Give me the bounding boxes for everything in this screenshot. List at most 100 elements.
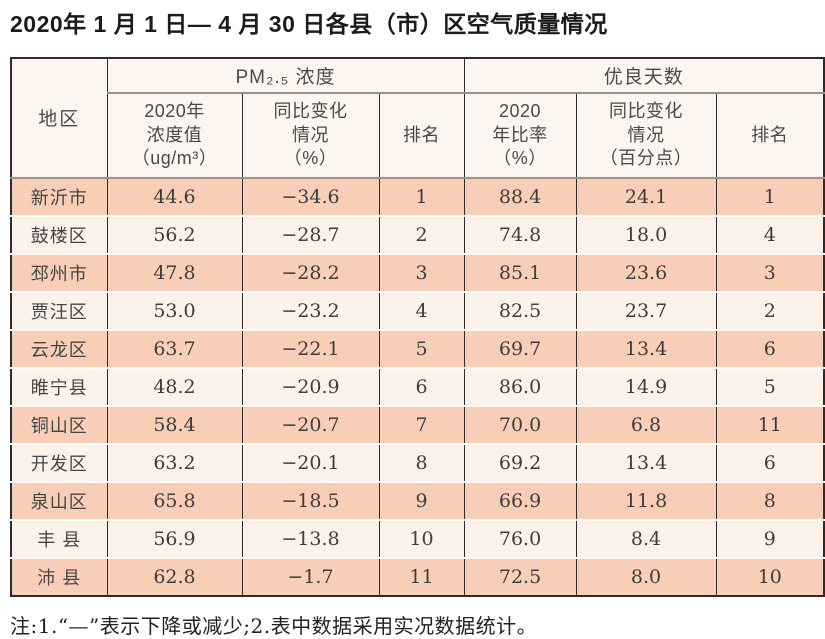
cell-region: 丰 县 [10,518,108,558]
header-good-rank: 排名 [715,92,825,179]
cell-pm25-rank: 8 [378,442,465,482]
cell-pm25-rank: 11 [378,556,465,596]
cell-good-rank: 6 [715,328,825,368]
cell-good-change: 18.0 [575,214,717,254]
table-row: 沛 县 62.8 −1.7 11 72.5 8.0 10 [10,556,825,596]
footnote: 注:1.“—”表示下降或减少;2.表中数据采用实况数据统计。 [10,613,538,638]
header-good-change: 同比变化 情况 （百分点） [575,92,717,179]
cell-good-change: 11.8 [575,480,717,520]
cell-pm25-change: −23.2 [241,290,380,330]
cell-good-rank: 9 [715,518,825,558]
header-pm25-group: PM₂.₅ 浓度 [106,57,465,94]
cell-good-rate: 70.0 [463,404,577,444]
header-group-row: 地区 PM₂.₅ 浓度 优良天数 [10,57,825,179]
cell-pm25-rank: 1 [378,177,465,216]
cell-pm25-change: −20.7 [241,404,380,444]
cell-good-rate: 69.2 [463,442,577,482]
cell-good-change: 14.9 [575,366,717,406]
cell-pm25-change: −34.6 [241,177,380,216]
table-row: 丰 县 56.9 −13.8 10 76.0 8.4 9 [10,518,825,558]
cell-region: 贾汪区 [10,290,108,330]
cell-good-rate: 88.4 [463,177,577,216]
cell-region: 开发区 [10,442,108,482]
cell-good-rate: 72.5 [463,556,577,596]
header-good-days-group: 优良天数 [463,57,825,94]
table-row: 贾汪区 53.0 −23.2 4 82.5 23.7 2 [10,290,825,330]
cell-pm25-change: −22.1 [241,328,380,368]
header-pm25-change: 同比变化 情况 （%） [241,92,380,179]
cell-good-rank: 5 [715,366,825,406]
cell-region: 铜山区 [10,404,108,444]
table-row: 睢宁县 48.2 −20.9 6 86.0 14.9 5 [10,366,825,406]
cell-good-rate: 82.5 [463,290,577,330]
cell-region: 泉山区 [10,480,108,520]
cell-good-rank: 2 [715,290,825,330]
cell-good-rank: 1 [715,177,825,216]
cell-pm25-value: 44.6 [106,177,243,216]
cell-pm25-change: −13.8 [241,518,380,558]
table-row: 新沂市 44.6 −34.6 1 88.4 24.1 1 [10,177,825,216]
cell-pm25-rank: 6 [378,366,465,406]
cell-region: 云龙区 [10,328,108,368]
air-quality-table: 地区 PM₂.₅ 浓度 优良天数 2020年 浓度值 （ug/m³） 同比变化 … [10,56,825,597]
cell-pm25-rank: 7 [378,404,465,444]
table-header: 地区 PM₂.₅ 浓度 优良天数 2020年 浓度值 （ug/m³） 同比变化 … [10,57,825,179]
cell-good-rank: 6 [715,442,825,482]
cell-pm25-rank: 10 [378,518,465,558]
table-row: 开发区 63.2 −20.1 8 69.2 13.4 6 [10,442,825,482]
table-row: 云龙区 63.7 −22.1 5 69.7 13.4 6 [10,328,825,368]
cell-pm25-change: −28.2 [241,252,380,292]
cell-pm25-value: 56.2 [106,214,243,254]
cell-pm25-change: −20.1 [241,442,380,482]
cell-good-change: 8.0 [575,556,717,596]
cell-good-change: 6.8 [575,404,717,444]
cell-pm25-change: −1.7 [241,556,380,596]
cell-pm25-value: 63.2 [106,442,243,482]
cell-region: 鼓楼区 [10,214,108,254]
cell-good-rank: 10 [715,556,825,596]
header-pm25-rank: 排名 [378,92,465,179]
header-pm25-value: 2020年 浓度值 （ug/m³） [106,92,243,179]
cell-good-change: 8.4 [575,518,717,558]
table-row: 鼓楼区 56.2 −28.7 2 74.8 18.0 4 [10,214,825,254]
cell-pm25-value: 56.9 [106,518,243,558]
cell-pm25-value: 62.8 [106,556,243,596]
cell-good-change: 13.4 [575,328,717,368]
cell-good-change: 13.4 [575,442,717,482]
cell-pm25-rank: 3 [378,252,465,292]
cell-good-change: 24.1 [575,177,717,216]
cell-pm25-change: −20.9 [241,366,380,406]
cell-good-rate: 76.0 [463,518,577,558]
cell-pm25-value: 58.4 [106,404,243,444]
cell-region: 新沂市 [10,177,108,216]
page-title: 2020年 1 月 1 日— 4 月 30 日各县（市）区空气质量情况 [10,11,608,37]
header-region: 地区 [10,57,108,179]
cell-pm25-rank: 5 [378,328,465,368]
cell-region: 睢宁县 [10,366,108,406]
cell-pm25-value: 63.7 [106,328,243,368]
cell-pm25-change: −28.7 [241,214,380,254]
cell-good-rank: 11 [715,404,825,444]
cell-pm25-rank: 9 [378,480,465,520]
cell-good-change: 23.7 [575,290,717,330]
cell-pm25-value: 53.0 [106,290,243,330]
table-row: 邳州市 47.8 −28.2 3 85.1 23.6 3 [10,252,825,292]
cell-good-change: 23.6 [575,252,717,292]
cell-region: 沛 县 [10,556,108,596]
cell-good-rate: 69.7 [463,328,577,368]
cell-good-rank: 3 [715,252,825,292]
table-body: 新沂市 44.6 −34.6 1 88.4 24.1 1 鼓楼区 56.2 −2… [10,177,825,596]
cell-good-rate: 66.9 [463,480,577,520]
header-good-rate: 2020 年比率 （%） [463,92,577,179]
table-row: 铜山区 58.4 −20.7 7 70.0 6.8 11 [10,404,825,444]
header-sub-row: 2020年 浓度值 （ug/m³） 同比变化 情况 （%） 排名 2020 年比… [11,92,825,179]
cell-pm25-change: −18.5 [241,480,380,520]
cell-pm25-value: 48.2 [106,366,243,406]
cell-good-rate: 86.0 [463,366,577,406]
cell-good-rate: 74.8 [463,214,577,254]
table-row: 泉山区 65.8 −18.5 9 66.9 11.8 8 [10,480,825,520]
cell-region: 邳州市 [10,252,108,292]
cell-pm25-rank: 4 [378,290,465,330]
cell-pm25-rank: 2 [378,214,465,254]
